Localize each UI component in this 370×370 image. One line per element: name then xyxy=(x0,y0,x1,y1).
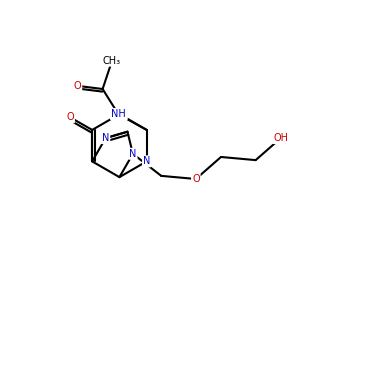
Text: O: O xyxy=(66,112,74,122)
Text: N: N xyxy=(129,149,137,159)
Text: CH₃: CH₃ xyxy=(103,56,121,65)
Text: N: N xyxy=(102,133,109,143)
Text: NH: NH xyxy=(112,109,127,119)
Text: N: N xyxy=(143,157,150,166)
Text: OH: OH xyxy=(273,133,288,143)
Text: NH: NH xyxy=(111,109,126,119)
Text: O: O xyxy=(192,174,200,184)
Text: O: O xyxy=(74,81,81,91)
